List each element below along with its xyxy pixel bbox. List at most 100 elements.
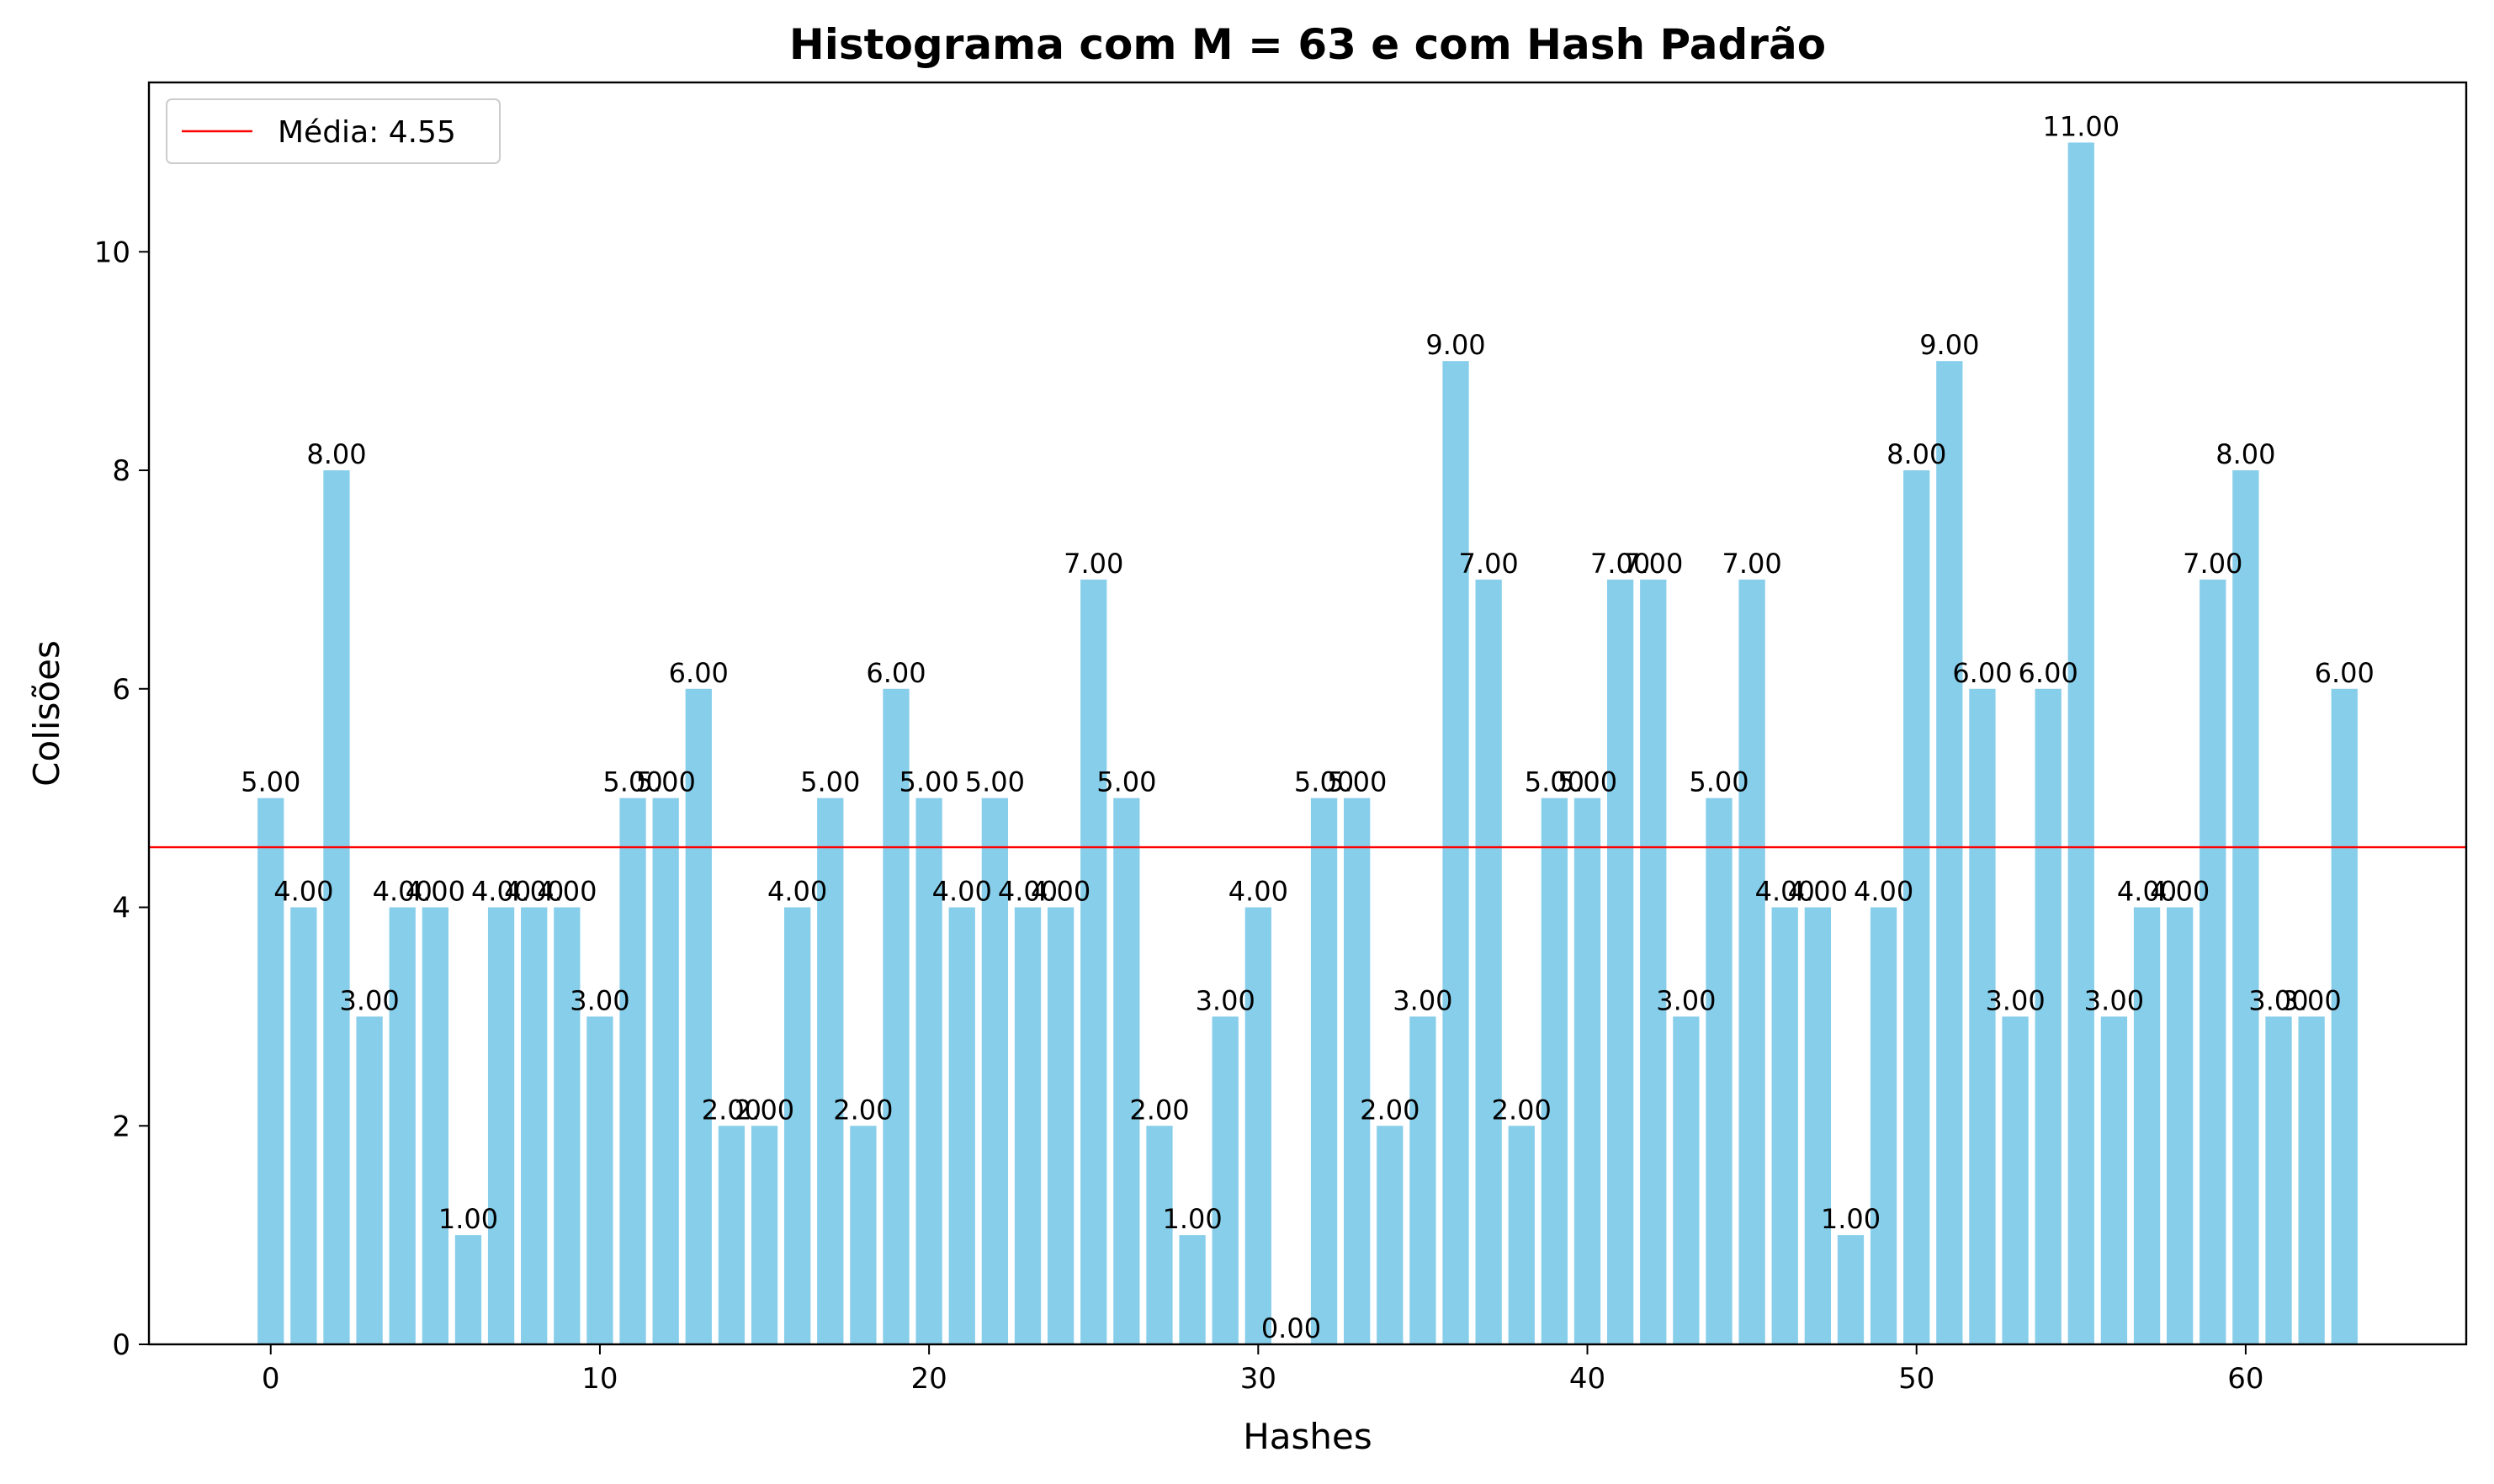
x-tick-label: 40 bbox=[1569, 1362, 1605, 1396]
bar-value-label: 3.00 bbox=[2282, 984, 2342, 1016]
bar-value-label: 4.00 bbox=[1031, 876, 1090, 908]
bar bbox=[1903, 470, 1930, 1344]
bar-value-label: 4.00 bbox=[373, 876, 432, 908]
y-tick-label: 4 bbox=[112, 892, 130, 925]
bar-value-label: 8.00 bbox=[1886, 438, 1946, 470]
bar-value-label: 5.00 bbox=[1557, 766, 1617, 798]
y-tick-label: 8 bbox=[112, 454, 130, 488]
bar-value-label: 2.00 bbox=[702, 1094, 761, 1126]
bar bbox=[883, 688, 910, 1344]
bar-value-label: 3.00 bbox=[2248, 984, 2308, 1016]
bar-value-label: 6.00 bbox=[1952, 657, 2012, 689]
bar bbox=[1377, 1126, 1404, 1344]
bar-value-label: 5.00 bbox=[1294, 766, 1354, 798]
bar bbox=[652, 798, 679, 1344]
bar-value-label: 3.00 bbox=[1393, 984, 1452, 1016]
y-tick-label: 0 bbox=[112, 1328, 130, 1362]
bar-value-label: 3.00 bbox=[570, 984, 629, 1016]
bar bbox=[718, 1126, 746, 1344]
plot-frame bbox=[147, 81, 2468, 1346]
bar-value-label: 4.00 bbox=[406, 876, 465, 908]
bar-value-label: 7.00 bbox=[1722, 548, 1781, 580]
bar bbox=[1804, 907, 1831, 1344]
bar-value-label: 3.00 bbox=[1985, 984, 2045, 1016]
bar bbox=[981, 798, 1009, 1344]
bar-value-label: 9.00 bbox=[1425, 329, 1485, 361]
bar bbox=[1640, 579, 1667, 1344]
bar bbox=[619, 798, 646, 1344]
bar-value-label: 6.00 bbox=[2315, 657, 2375, 689]
bar-value-label: 4.00 bbox=[998, 876, 1058, 908]
bar-value-label: 4.00 bbox=[504, 876, 564, 908]
bar-value-label: 11.00 bbox=[2042, 110, 2120, 142]
bar-value-label: 4.00 bbox=[273, 876, 333, 908]
x-tick-label: 60 bbox=[2227, 1362, 2263, 1396]
y-tick-label: 6 bbox=[112, 673, 130, 707]
bar bbox=[2199, 579, 2226, 1344]
bar bbox=[1014, 907, 1042, 1344]
bar bbox=[1508, 1126, 1535, 1344]
x-axis-label: Hashes bbox=[1243, 1416, 1372, 1457]
bar bbox=[2298, 1016, 2325, 1344]
bar bbox=[1212, 1016, 1239, 1344]
x-tick-label: 20 bbox=[910, 1362, 947, 1396]
bar-value-label: 2.00 bbox=[1129, 1094, 1189, 1126]
bar-value-label: 3.00 bbox=[1656, 984, 1716, 1016]
bar bbox=[817, 798, 844, 1344]
bar bbox=[2067, 142, 2094, 1344]
bar bbox=[2167, 907, 2194, 1344]
bar-value-label: 4.00 bbox=[1854, 876, 1913, 908]
bar bbox=[1936, 361, 1963, 1344]
bar-value-label: 5.00 bbox=[965, 766, 1025, 798]
bar-value-label: 7.00 bbox=[1064, 548, 1123, 580]
bar-value-label: 5.00 bbox=[899, 766, 959, 798]
x-tick-label: 10 bbox=[581, 1362, 618, 1396]
bar bbox=[1969, 688, 1996, 1344]
bar-value-label: 2.00 bbox=[735, 1094, 794, 1126]
bar-labels-group: 5.004.008.003.004.004.001.004.004.004.00… bbox=[241, 110, 2375, 1344]
bar-value-label: 6.00 bbox=[866, 657, 926, 689]
bar bbox=[290, 907, 317, 1344]
bar bbox=[2002, 1016, 2029, 1344]
bar-value-label: 7.00 bbox=[1623, 548, 1683, 580]
bar bbox=[948, 907, 975, 1344]
bar-value-label: 4.00 bbox=[767, 876, 827, 908]
bar bbox=[586, 1016, 613, 1344]
bar bbox=[784, 907, 811, 1344]
bar-value-label: 4.00 bbox=[1788, 876, 1848, 908]
bar bbox=[323, 470, 350, 1344]
bar-value-label: 9.00 bbox=[1919, 329, 1979, 361]
bar-value-label: 1.00 bbox=[1821, 1203, 1881, 1235]
bar-value-label: 4.00 bbox=[2117, 876, 2177, 908]
legend: Média: 4.55 bbox=[166, 98, 501, 164]
bar bbox=[2331, 688, 2358, 1344]
bar bbox=[751, 1126, 778, 1344]
bar bbox=[1837, 1235, 1865, 1344]
bar-value-label: 2.00 bbox=[1360, 1094, 1419, 1126]
bar bbox=[1573, 798, 1601, 1344]
bar bbox=[554, 907, 581, 1344]
x-axis-ticks: 0 10 20 30 40 50 60 bbox=[262, 1344, 2264, 1396]
bar bbox=[1080, 579, 1107, 1344]
bar-value-label: 6.00 bbox=[2019, 657, 2078, 689]
bar bbox=[2035, 688, 2062, 1344]
bar bbox=[1179, 1235, 1206, 1344]
x-tick-label: 30 bbox=[1240, 1362, 1276, 1396]
bar-value-label: 5.00 bbox=[1525, 766, 1584, 798]
bar-value-label: 5.00 bbox=[1327, 766, 1387, 798]
y-tick-label: 10 bbox=[94, 236, 130, 269]
bar bbox=[1475, 579, 1502, 1344]
bar-value-label: 5.00 bbox=[1096, 766, 1156, 798]
x-tick-label: 50 bbox=[1898, 1362, 1934, 1396]
bar bbox=[1409, 1016, 1436, 1344]
bar bbox=[1047, 907, 1075, 1344]
bar-value-label: 8.00 bbox=[306, 438, 366, 470]
bar bbox=[487, 907, 515, 1344]
bar-value-label: 0.00 bbox=[1261, 1312, 1321, 1344]
bar bbox=[1706, 798, 1733, 1344]
x-tick-label: 0 bbox=[262, 1362, 280, 1396]
bar bbox=[915, 798, 942, 1344]
bar bbox=[1113, 798, 1140, 1344]
bar bbox=[2100, 1016, 2128, 1344]
bar bbox=[2265, 1016, 2292, 1344]
